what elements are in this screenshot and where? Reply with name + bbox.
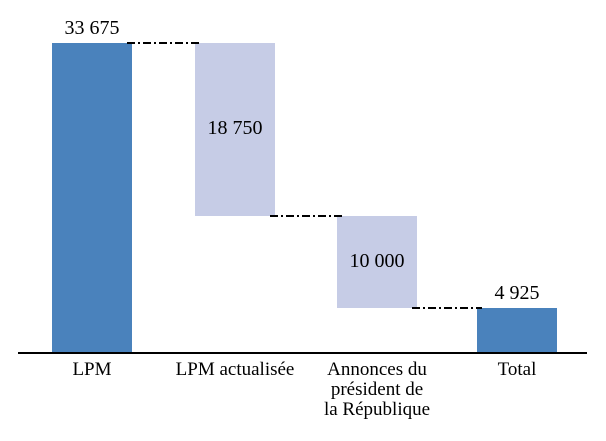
connector-line-2 (270, 214, 342, 217)
value-label-3: 10 000 (349, 249, 405, 272)
waterfall-bar-3 (337, 215, 417, 308)
category-label-1: LPM (72, 359, 112, 380)
value-label-4: 4 925 (494, 281, 540, 304)
waterfall-bar-2 (195, 43, 275, 216)
x-axis-line (18, 352, 587, 354)
category-label-4: Total (497, 359, 537, 380)
value-label-1: 33 675 (64, 17, 120, 39)
category-label-2: LPM actualisée (175, 359, 295, 380)
waterfall-bar-1 (52, 43, 132, 353)
connector-line-3 (412, 306, 482, 309)
connector-line-1 (127, 42, 200, 44)
category-label-3: Annonces du président de la République (323, 359, 431, 420)
waterfall-bar-4 (477, 307, 557, 353)
value-label-2: 18 750 (207, 117, 263, 140)
